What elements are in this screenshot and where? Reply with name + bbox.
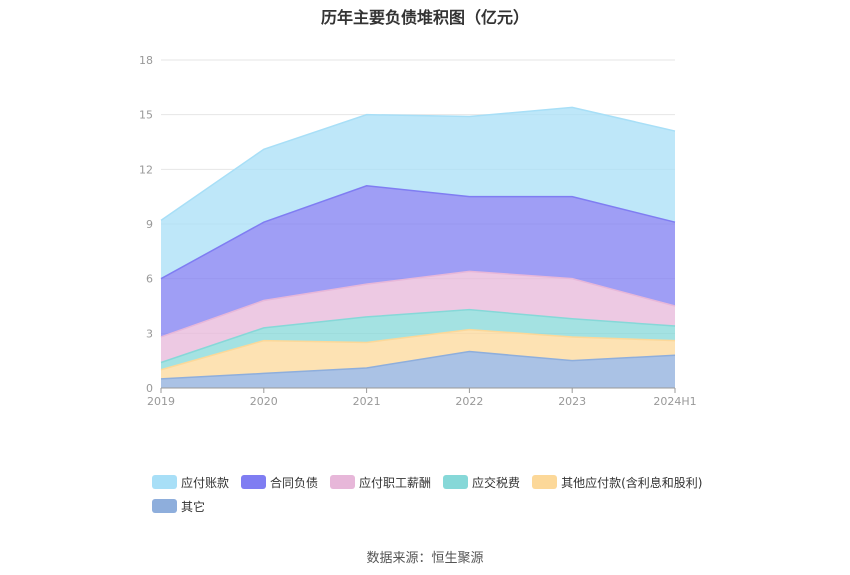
series-areas — [161, 107, 675, 388]
legend-label: 应付账款 — [181, 475, 230, 490]
line-series-1 — [160, 328, 676, 371]
axes: 0 3 6 9 12 15 18 2019 2020 2021 2022 2023 2024H1 — [139, 54, 697, 408]
line-series-2 — [160, 308, 676, 364]
y-tick-label: 15 — [139, 109, 153, 122]
line-series-3 — [160, 270, 676, 338]
area-series-0 — [161, 351, 675, 388]
y-tick-label: 9 — [146, 218, 153, 231]
x-tick-label: 2022 — [455, 395, 483, 408]
y-tick-label: 3 — [146, 327, 153, 340]
y-tick-label: 6 — [146, 273, 153, 286]
legend-swatch — [152, 475, 177, 489]
legend-label: 其他应付款(含利息和股利) — [561, 475, 703, 490]
line-series-0 — [160, 350, 676, 380]
area-series-2 — [161, 309, 675, 370]
legend-swatch — [532, 475, 558, 489]
area-series-1 — [161, 329, 675, 379]
y-tick-label: 12 — [139, 163, 153, 176]
area-series-3 — [161, 271, 675, 363]
x-tick-label: 2019 — [147, 395, 175, 408]
x-tick-label: 2024H1 — [653, 395, 696, 408]
line-series-5 — [160, 106, 676, 221]
legend-swatch — [330, 475, 356, 489]
legend-label: 合同负债 — [270, 475, 319, 490]
legend-label: 应交税费 — [472, 475, 521, 490]
legend-swatch — [241, 475, 267, 489]
area-series-5 — [161, 107, 675, 279]
data-source: 数据来源：恒生聚源 — [366, 551, 484, 566]
chart-title: 历年主要负债堆积图（亿元） — [320, 8, 529, 27]
x-tick-label: 2021 — [353, 395, 381, 408]
legend-label: 其它 — [181, 499, 206, 514]
x-tick-label: 2020 — [250, 395, 278, 408]
legend-item[interactable]: 应交税费 — [443, 473, 520, 491]
y-tick-label: 0 — [146, 382, 153, 395]
legend-label: 应付职工薪酬 — [359, 475, 432, 490]
area-series-4 — [161, 185, 675, 337]
series-lines — [160, 106, 676, 380]
legend: 应付账款 合同负债 应付职工薪酬 应交税费 其他应付款(含利息和股利) 其它 — [152, 473, 752, 521]
legend-swatch — [443, 475, 469, 489]
legend-item[interactable]: 应付职工薪酬 — [330, 473, 431, 491]
legend-swatch — [152, 499, 177, 513]
legend-item[interactable]: 其它 — [152, 497, 205, 515]
x-tick-label: 2023 — [558, 395, 586, 408]
y-tick-label: 18 — [139, 54, 153, 67]
legend-item[interactable]: 其他应付款(含利息和股利) — [532, 473, 702, 491]
legend-item[interactable]: 合同负债 — [241, 473, 318, 491]
line-series-4 — [160, 184, 676, 280]
legend-item[interactable]: 应付账款 — [152, 473, 229, 491]
